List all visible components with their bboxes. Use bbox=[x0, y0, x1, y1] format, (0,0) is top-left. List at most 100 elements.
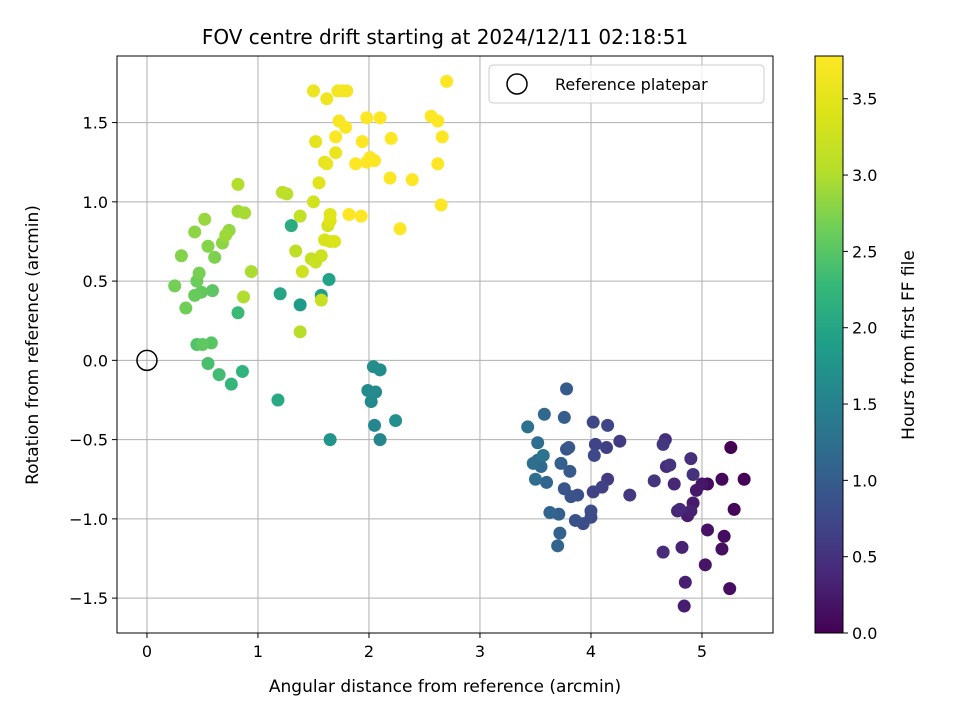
data-point-137 bbox=[329, 130, 343, 144]
data-point-122 bbox=[328, 234, 342, 248]
data-point-148 bbox=[384, 131, 398, 145]
data-point-108 bbox=[293, 325, 307, 339]
x-tick-label-2: 2 bbox=[364, 642, 374, 661]
data-point-114 bbox=[314, 293, 328, 307]
data-point-101 bbox=[198, 212, 212, 226]
data-point-88 bbox=[195, 338, 209, 351]
data-point-7 bbox=[715, 542, 729, 556]
data-point-78 bbox=[271, 393, 285, 407]
y-tick-label-3: 0.0 bbox=[83, 351, 108, 370]
x-tick-label-5: 5 bbox=[697, 642, 707, 661]
data-point-155 bbox=[434, 198, 448, 212]
data-point-84 bbox=[201, 357, 215, 371]
data-point-150 bbox=[405, 173, 419, 187]
data-point-53 bbox=[553, 526, 567, 540]
colorbar-tick-label-5: 2.5 bbox=[852, 242, 877, 261]
data-point-28 bbox=[656, 437, 670, 451]
data-point-124 bbox=[323, 208, 337, 222]
data-point-139 bbox=[354, 209, 368, 223]
data-point-111 bbox=[289, 244, 303, 258]
data-point-9 bbox=[698, 558, 712, 572]
y-axis-ticks: −1.5 −1.0 −0.5 0.0 0.5 1.0 1.5 bbox=[69, 114, 117, 608]
data-point-129 bbox=[329, 146, 343, 160]
data-point-48 bbox=[563, 464, 577, 478]
data-point-94 bbox=[192, 266, 206, 280]
data-point-30 bbox=[613, 434, 627, 448]
colorbar-tick-label-2: 1.0 bbox=[852, 471, 877, 490]
data-point-90 bbox=[188, 288, 202, 302]
data-point-128 bbox=[320, 157, 334, 171]
data-point-57 bbox=[537, 407, 551, 421]
data-point-17 bbox=[675, 540, 689, 554]
data-point-110 bbox=[275, 185, 289, 199]
data-point-130 bbox=[306, 84, 320, 98]
data-point-72 bbox=[389, 414, 403, 428]
data-point-51 bbox=[554, 456, 568, 470]
reference-platepar-marker bbox=[136, 349, 158, 372]
data-point-35 bbox=[588, 437, 602, 451]
data-point-14 bbox=[677, 599, 691, 613]
y-tick-label-2: −0.5 bbox=[69, 431, 108, 450]
data-point-27 bbox=[647, 474, 661, 488]
data-point-97 bbox=[201, 239, 215, 253]
data-point-77 bbox=[273, 287, 287, 301]
legend-reference-marker bbox=[506, 73, 528, 95]
data-point-107 bbox=[231, 177, 245, 191]
data-point-38 bbox=[587, 448, 601, 462]
data-point-117 bbox=[295, 265, 309, 279]
data-point-99 bbox=[188, 225, 202, 239]
x-tick-label-1: 1 bbox=[253, 642, 263, 661]
colorbar-gradient bbox=[814, 55, 844, 634]
data-point-8 bbox=[701, 523, 715, 537]
y-tick-label-1: −1.0 bbox=[69, 510, 108, 529]
data-point-134 bbox=[340, 84, 354, 98]
data-point-79 bbox=[284, 219, 298, 233]
data-point-96 bbox=[174, 249, 188, 263]
data-point-71 bbox=[366, 360, 380, 374]
data-point-16 bbox=[684, 504, 698, 518]
data-point-1 bbox=[737, 472, 751, 486]
colorbar-tick-label-0: 0.0 bbox=[852, 624, 877, 643]
data-point-149 bbox=[393, 222, 407, 236]
data-point-11 bbox=[689, 483, 703, 497]
legend-entry-label: Reference platepar bbox=[555, 75, 708, 94]
data-point-36 bbox=[601, 418, 615, 432]
data-points bbox=[168, 74, 751, 613]
data-point-5 bbox=[717, 529, 731, 543]
data-point-121 bbox=[318, 233, 332, 247]
data-point-47 bbox=[562, 441, 576, 455]
colorbar: 0.0 0.5 1.0 1.5 2.0 2.5 3.0 3.5 Hours from firs… bbox=[814, 55, 919, 643]
data-point-32 bbox=[600, 441, 614, 455]
data-point-6 bbox=[723, 582, 737, 596]
data-point-55 bbox=[543, 506, 557, 520]
data-point-145 bbox=[368, 154, 382, 168]
data-point-82 bbox=[231, 306, 245, 320]
x-axis-ticks: 0 1 2 3 4 5 bbox=[142, 633, 707, 661]
y-axis-label: Rotation from reference (arcmin) bbox=[23, 205, 43, 485]
data-point-40 bbox=[584, 504, 598, 518]
data-point-136 bbox=[339, 120, 353, 134]
y-tick-label-4: 0.5 bbox=[83, 272, 108, 291]
data-point-66 bbox=[368, 418, 382, 432]
data-point-24 bbox=[684, 452, 698, 466]
data-point-154 bbox=[435, 130, 449, 144]
plot-frame bbox=[116, 55, 774, 634]
data-point-153 bbox=[431, 114, 445, 128]
data-point-34 bbox=[586, 485, 600, 499]
data-point-56 bbox=[540, 475, 554, 489]
data-point-83 bbox=[212, 368, 226, 382]
colorbar-tick-label-3: 1.5 bbox=[852, 395, 877, 414]
data-point-125 bbox=[312, 176, 326, 190]
data-point-19 bbox=[667, 477, 681, 491]
x-axis-label: Angular distance from reference (arcmin) bbox=[269, 677, 621, 697]
data-point-65 bbox=[373, 433, 387, 447]
data-point-0 bbox=[724, 441, 738, 455]
data-point-50 bbox=[557, 410, 571, 424]
data-point-61 bbox=[531, 436, 545, 450]
data-point-15 bbox=[678, 575, 692, 589]
legend: Reference platepar bbox=[488, 64, 765, 104]
data-point-141 bbox=[355, 135, 369, 149]
data-point-105 bbox=[244, 265, 258, 279]
data-point-81 bbox=[224, 377, 238, 391]
